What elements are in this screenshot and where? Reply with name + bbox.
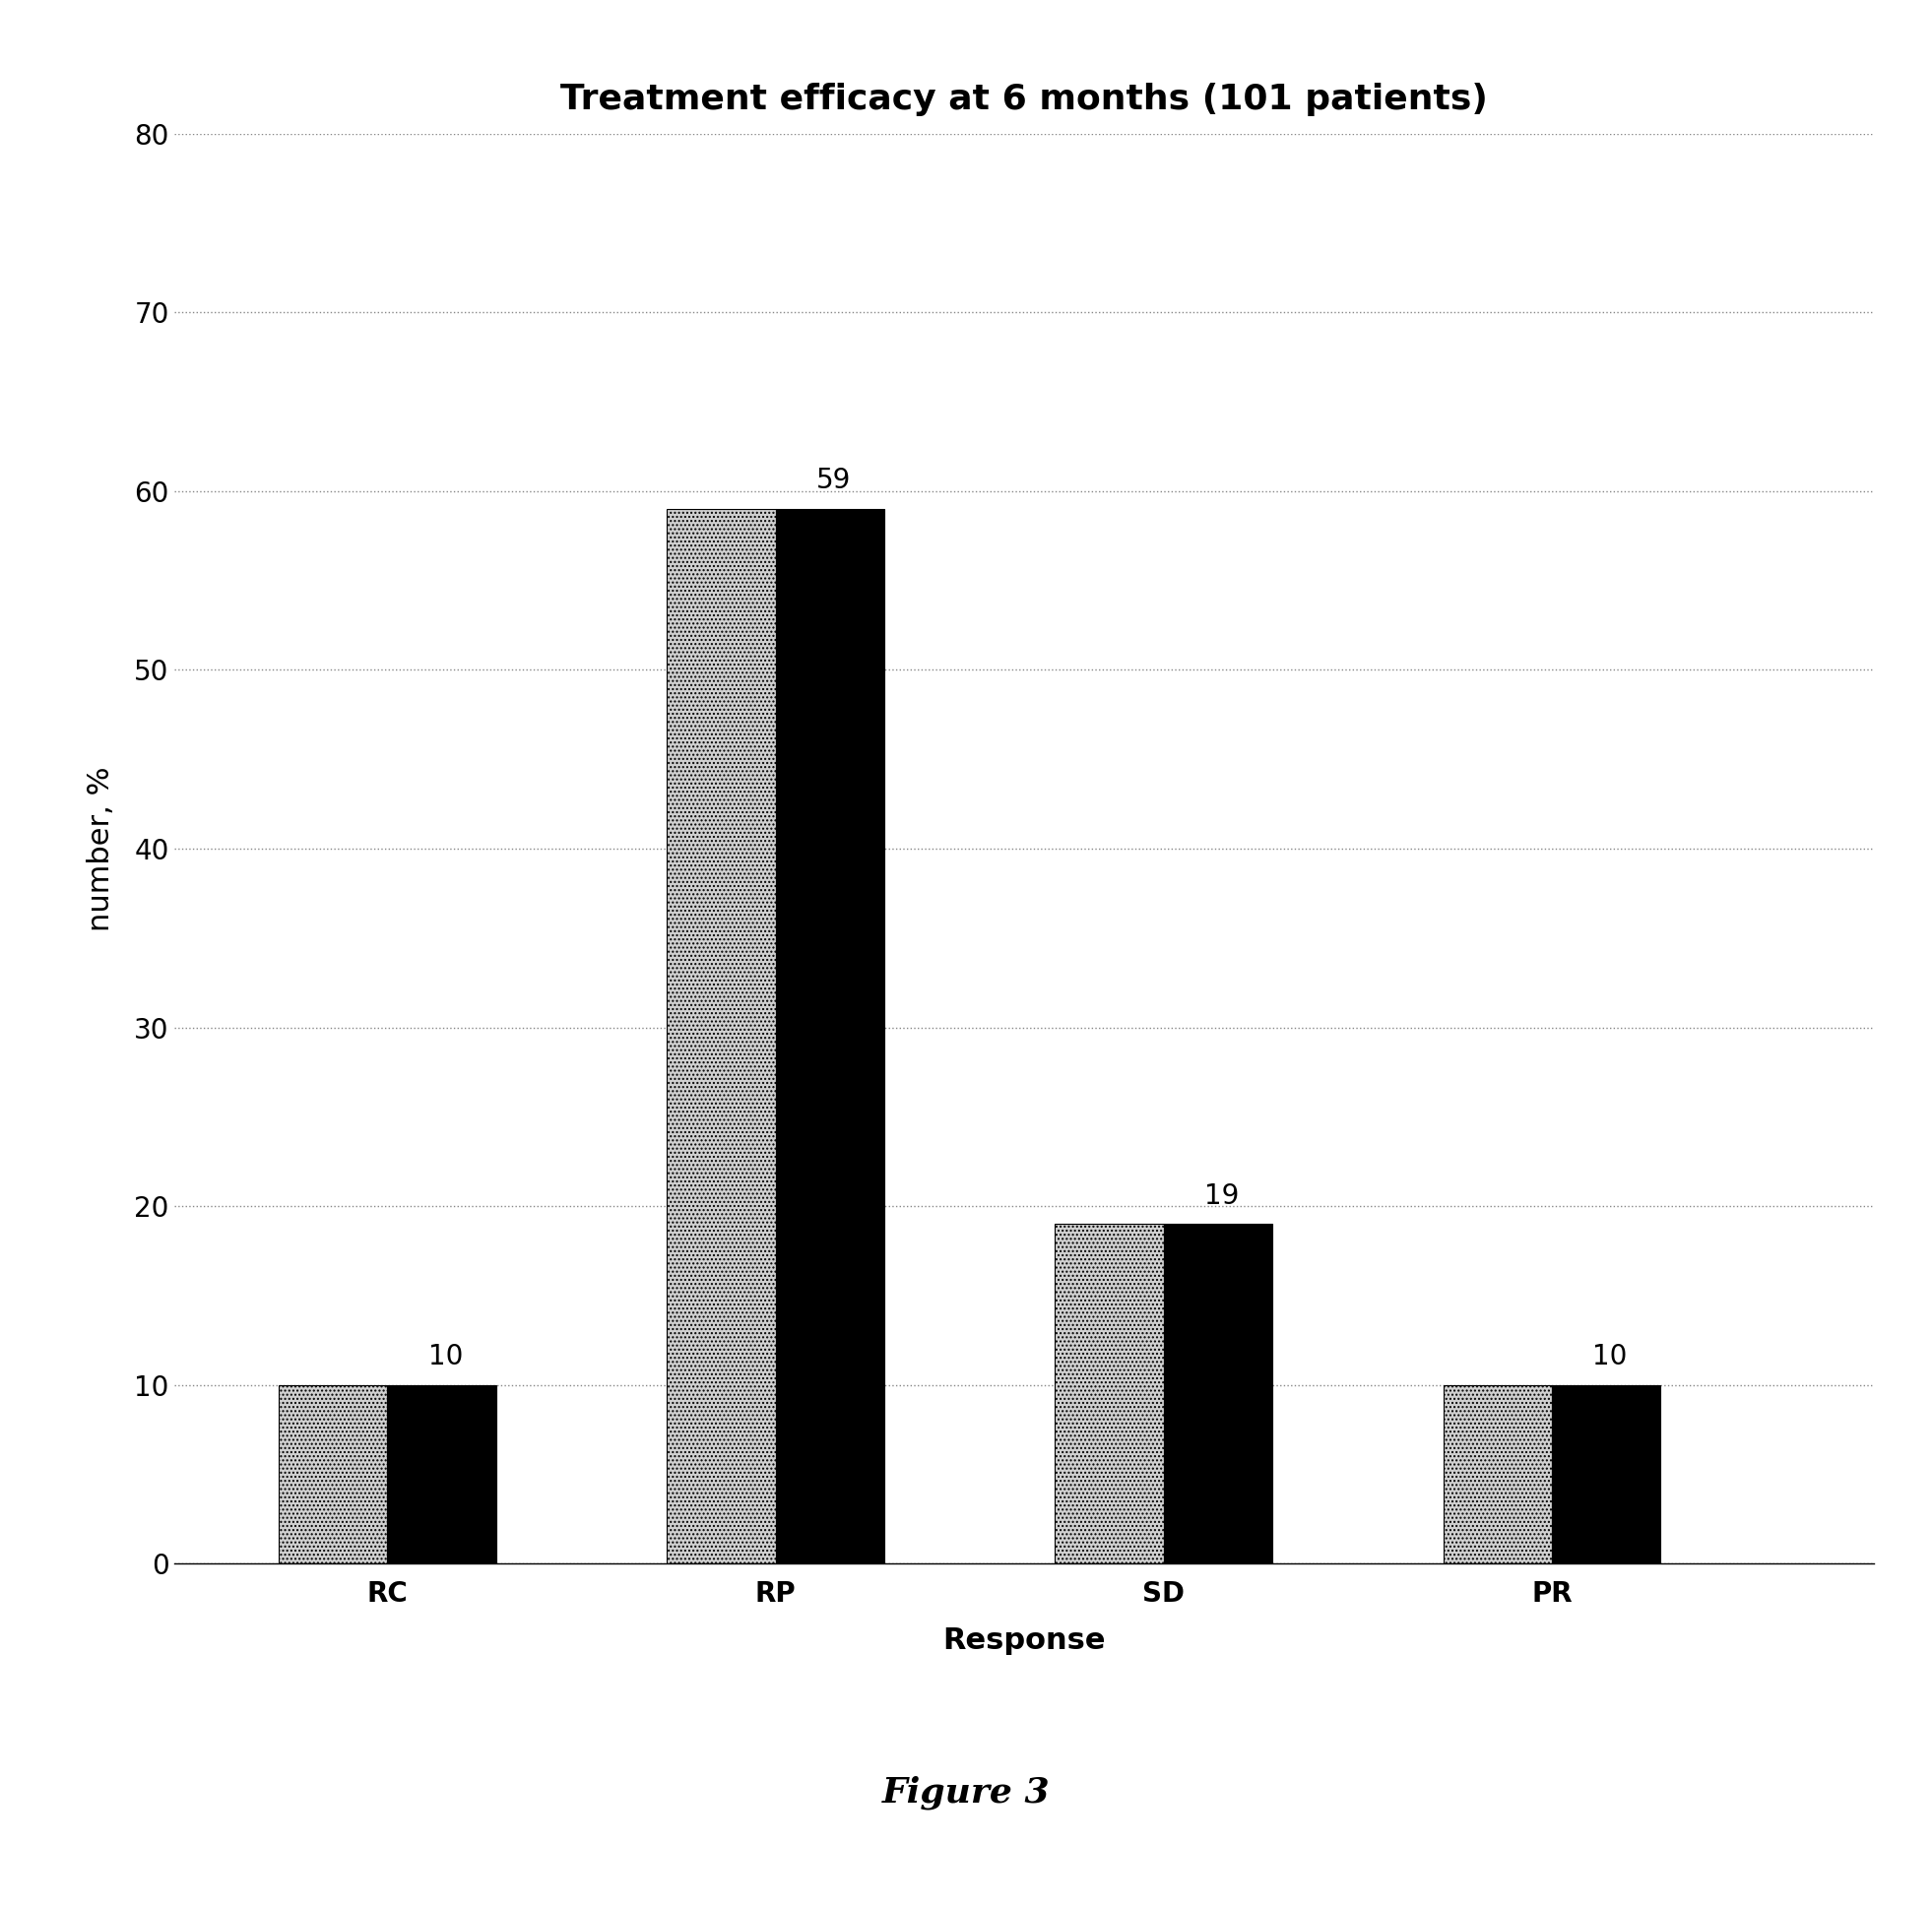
Title: Treatment efficacy at 6 months (101 patients): Treatment efficacy at 6 months (101 pati… [560, 82, 1488, 116]
Bar [667, 509, 775, 1564]
Text: 10: 10 [1592, 1343, 1627, 1371]
Text: 19: 19 [1204, 1182, 1238, 1209]
Bar [1163, 1224, 1273, 1564]
Text: 59: 59 [817, 467, 852, 494]
Y-axis label: number, %: number, % [87, 767, 116, 931]
Bar [775, 509, 885, 1564]
Bar [1055, 1224, 1163, 1564]
Bar [1551, 1384, 1660, 1564]
Bar [1443, 1384, 1551, 1564]
Bar [278, 1384, 388, 1564]
Text: Figure 3: Figure 3 [883, 1775, 1049, 1810]
Bar [388, 1384, 497, 1564]
X-axis label: Response: Response [943, 1627, 1105, 1655]
Text: 10: 10 [429, 1343, 464, 1371]
